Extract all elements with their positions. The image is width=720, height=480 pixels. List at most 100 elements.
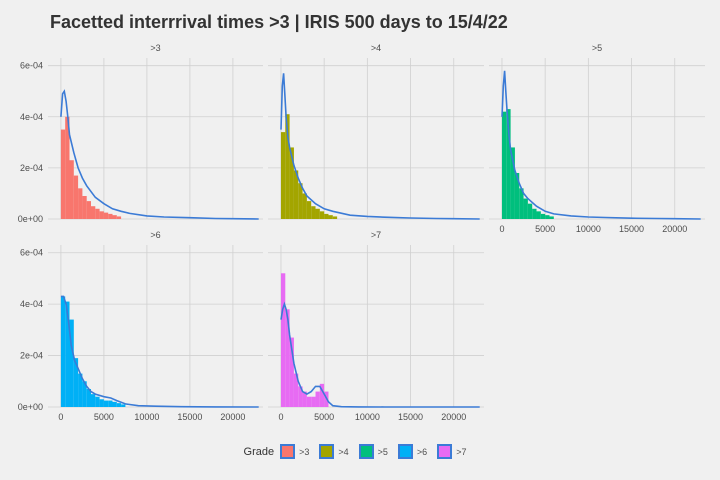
facet-1-bar-0 — [60, 129, 66, 219]
facet-5-x-tick-4: 20000 — [441, 412, 466, 422]
facet-1-bar-13 — [116, 216, 122, 219]
facet-4-y-tick-3: 6e-04 — [20, 248, 43, 258]
facet-5-bar-6 — [306, 396, 312, 407]
facet-5-bar-8 — [315, 391, 320, 407]
facet-1-bar-3 — [73, 175, 79, 219]
facet-5-x-tick-2: 10000 — [355, 412, 380, 422]
facet-1-strip-label: >3 — [150, 43, 160, 53]
legend-item-gt7: >7 — [437, 444, 466, 459]
legend: Grade >3 >4 >5 >6 >7 — [0, 444, 720, 459]
facet-5-density-line — [280, 301, 480, 408]
legend-label-gt4: >4 — [338, 446, 349, 457]
facet-4-x-tick-0: 0 — [58, 412, 63, 422]
legend-key-gt3 — [280, 444, 296, 459]
facet-1-y-tick-0: 0e+00 — [18, 214, 43, 224]
facet-4-bar-14 — [121, 404, 126, 407]
legend-item-gt5: >5 — [358, 444, 388, 459]
facet-5-x-tick-3: 15000 — [398, 412, 423, 422]
facet-3-bar-5 — [523, 198, 528, 219]
facet-1-bar-2 — [69, 160, 74, 219]
facet-2-density-line — [280, 73, 480, 220]
facet-3-bar-11 — [549, 216, 554, 219]
facet-3-x-tick-3: 15000 — [619, 224, 644, 234]
legend-key-gt4 — [319, 444, 335, 459]
facet-2-bar-4 — [298, 183, 303, 219]
facet-4-x-tick-1: 5000 — [94, 412, 114, 422]
facet-3-bar-9 — [540, 213, 546, 219]
legend-item-gt4: >4 — [319, 444, 349, 459]
facet-4-bar-6 — [86, 389, 91, 407]
facet-3-bar-0 — [501, 111, 507, 219]
facet-1-y-tick-1: 2e-04 — [20, 163, 43, 173]
facet-4-bar-10 — [103, 400, 109, 407]
facet-5-bar-9 — [319, 383, 325, 407]
facet-1-bar-12 — [112, 215, 117, 219]
chart-title: Facetted interrrival times >3 | IRIS 500… — [50, 12, 508, 32]
facet-4-bar-0 — [60, 296, 66, 407]
facet-3-x-tick-4: 20000 — [662, 224, 687, 234]
facet-3-bar-1 — [506, 109, 511, 219]
facet-1-bar-1 — [65, 116, 70, 219]
facet-3-bar-6 — [527, 203, 533, 219]
facet-3-x-tick-0: 0 — [499, 224, 504, 234]
facet-2-bar-2 — [289, 147, 294, 219]
facet-4-bar-1 — [65, 301, 70, 407]
facet-5-bar-5 — [302, 391, 307, 407]
legend-label-gt3: >3 — [299, 446, 310, 457]
legend-label-gt5: >5 — [377, 446, 388, 457]
facet-4-y-tick-0: 0e+00 — [18, 402, 43, 412]
facet-3-bar-4 — [519, 188, 524, 219]
facet-4-bar-5 — [82, 381, 87, 407]
facet-4-bar-12 — [112, 401, 117, 407]
legend-item-gt3: >3 — [280, 444, 309, 459]
facet-3-x-tick-1: 5000 — [535, 224, 555, 234]
facet-5-bar-4 — [298, 386, 303, 407]
facet-4-bar-4 — [78, 373, 83, 407]
facet-5-bar-0 — [280, 273, 286, 407]
facet-3-bar-10 — [545, 215, 550, 219]
facet-1-bar-11 — [108, 213, 113, 219]
legend-label-gt7: >7 — [456, 446, 467, 457]
facet-3-bar-7 — [532, 208, 537, 219]
legend-key-gt6 — [397, 444, 413, 459]
facet-2-bar-8 — [315, 208, 320, 219]
facet-1-bar-4 — [78, 188, 83, 219]
facet-2-bar-1 — [285, 114, 290, 219]
facet-4-bar-13 — [116, 403, 122, 407]
legend-key-gt5 — [358, 444, 374, 459]
facet-3-density-line — [501, 70, 701, 220]
facet-4-bar-9 — [99, 399, 104, 407]
facet-4-x-tick-3: 15000 — [177, 412, 202, 422]
facet-2-bar-7 — [311, 206, 316, 219]
faceted-histogram-chart: >3 0e+00 2e-04 4e-04 6e-04 >4 >5 0 5000 10000 1500… — [18, 43, 705, 422]
legend-key-gt7 — [437, 444, 453, 459]
legend-title: Grade — [243, 445, 275, 458]
facet-1-y-tick-2: 4e-04 — [20, 112, 43, 122]
facet-4-x-tick-4: 20000 — [220, 412, 245, 422]
facet-4-y-tick-1: 2e-04 — [20, 351, 43, 361]
facet-4-x-tick-2: 10000 — [134, 412, 159, 422]
facet-3-x-tick-2: 10000 — [576, 224, 601, 234]
facet-2-bar-0 — [280, 132, 286, 219]
facet-2-bar-11 — [328, 215, 333, 219]
facet-5-x-tick-0: 0 — [278, 412, 283, 422]
facet-2-bar-9 — [319, 211, 325, 219]
facet-4-bar-7 — [91, 394, 96, 407]
facet-5-strip-label: >7 — [371, 230, 381, 240]
facet-3-bar-3 — [514, 173, 520, 219]
facet-1-density-line — [60, 89, 259, 220]
facet-1-bar-7 — [91, 206, 96, 219]
facet-2-strip-label: >4 — [371, 43, 381, 53]
facet-1-y-tick-3: 6e-04 — [20, 61, 43, 71]
facet-4-y-tick-2: 4e-04 — [20, 299, 43, 309]
facet-3-bar-2 — [510, 147, 515, 219]
facet-5-bar-2 — [289, 337, 294, 407]
facet-2-bar-6 — [306, 201, 312, 219]
facet-2-bar-5 — [302, 193, 307, 219]
facet-5-x-tick-1: 5000 — [314, 412, 334, 422]
facet-1-bar-5 — [82, 196, 87, 219]
legend-label-gt6: >6 — [416, 446, 428, 457]
facet-1-bar-9 — [99, 211, 104, 219]
facet-3-bar-8 — [536, 211, 541, 219]
facet-4-bar-8 — [95, 396, 100, 407]
